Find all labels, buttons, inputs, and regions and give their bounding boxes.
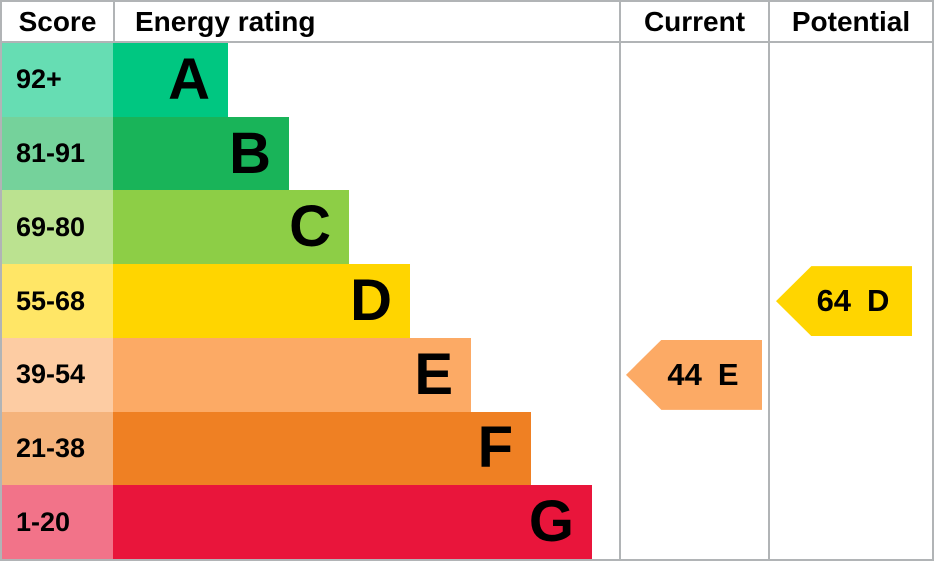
- band-row-d: 55-68 D: [2, 264, 621, 338]
- band-row-g: 1-20 G: [2, 485, 621, 560]
- score-label: 81-91: [2, 116, 113, 191]
- rating-bar-d: D: [113, 264, 410, 338]
- band-row-e: 39-54 E: [2, 337, 621, 412]
- band-row-a: 92+ A: [2, 43, 621, 117]
- band-letter: D: [350, 268, 392, 334]
- current-rating-arrow: 44 E: [626, 339, 762, 410]
- rating-bar-c: C: [113, 190, 349, 265]
- potential-score-value: 64: [816, 283, 852, 319]
- header-score: Score: [18, 5, 97, 37]
- band-row-b: 81-91 B: [2, 116, 621, 191]
- rating-bar-e: E: [113, 337, 471, 412]
- score-column-divider: [113, 2, 115, 41]
- header-current: Current: [643, 5, 746, 37]
- score-label: 55-68: [2, 264, 113, 338]
- band-row-c: 69-80 C: [2, 190, 621, 265]
- potential-column-divider: [768, 2, 770, 559]
- score-label: 39-54: [2, 337, 113, 412]
- current-score-value: 44: [667, 356, 702, 392]
- band-letter: B: [229, 120, 271, 186]
- potential-rating-arrow: 64 D: [776, 266, 912, 337]
- potential-band-letter: D: [867, 283, 890, 319]
- band-letter: E: [414, 341, 453, 407]
- current-column-divider: [619, 2, 621, 559]
- header-potential: Potential: [791, 5, 911, 37]
- rating-bar-f: F: [113, 411, 531, 486]
- band-row-f: 21-38 F: [2, 411, 621, 486]
- rating-bar-g: G: [113, 485, 592, 560]
- rating-bar-b: B: [113, 116, 289, 191]
- header-energy-rating: Energy rating: [135, 5, 316, 37]
- score-label: 21-38: [2, 411, 113, 486]
- rating-bar-a: A: [113, 43, 228, 117]
- score-label: 92+: [2, 43, 113, 117]
- band-letter: F: [477, 415, 513, 481]
- score-label: 69-80: [2, 190, 113, 265]
- rating-bands: 92+ A 81-91 B 69-80 C 55-68 D 39-54 E 21…: [2, 43, 621, 560]
- header-underline: [2, 41, 932, 43]
- band-letter: C: [289, 194, 331, 260]
- score-label: 1-20: [2, 485, 113, 560]
- band-letter: A: [168, 46, 210, 112]
- band-letter: G: [528, 489, 574, 555]
- current-band-letter: E: [717, 356, 739, 392]
